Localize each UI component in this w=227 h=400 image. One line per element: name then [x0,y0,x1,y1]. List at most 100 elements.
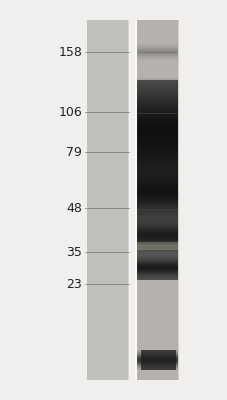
Bar [136,190,177,191]
Bar [136,131,177,133]
Bar [136,270,177,271]
Bar [136,257,177,258]
Bar [136,172,177,174]
Bar [136,126,177,128]
Bar [136,268,177,269]
Bar [136,192,177,193]
Bar [136,243,177,244]
Bar [136,251,177,252]
Bar [136,82,177,84]
Bar [136,240,177,241]
Bar [136,245,177,246]
Bar [136,115,177,117]
Bar [136,92,177,94]
Bar [136,231,177,232]
Bar [136,176,177,177]
Bar [136,222,177,223]
Bar [136,238,177,239]
Bar [136,175,177,177]
Bar [136,193,177,194]
Bar [136,275,177,276]
Bar [136,246,177,247]
Bar [136,108,177,110]
Bar [136,266,177,267]
Bar [136,203,177,204]
Bar [136,261,177,262]
Bar [136,161,177,163]
Bar [136,182,177,183]
Bar [136,173,177,174]
Bar [136,170,177,172]
Bar [136,158,177,159]
Bar [136,220,177,221]
Bar [136,234,177,235]
Bar [136,98,177,99]
Bar [136,188,177,189]
Bar [136,236,177,237]
Bar [136,215,177,216]
Bar [136,85,177,87]
Bar [136,145,177,147]
Bar [136,232,177,233]
Bar [136,244,177,245]
Bar [136,230,177,231]
Bar [136,181,177,182]
Bar [136,205,177,206]
Bar [136,208,177,209]
Bar [136,250,177,251]
Bar [136,194,177,195]
Bar [136,84,177,85]
Bar [136,199,177,200]
Bar [136,184,177,185]
Bar [136,124,177,126]
Bar [136,179,177,180]
Bar [136,239,177,240]
Bar [136,106,177,108]
Bar [136,149,177,150]
Bar [136,167,177,168]
Bar [136,120,177,122]
Bar [136,89,177,90]
Bar [136,201,177,202]
Bar [136,170,177,171]
Bar [136,248,177,249]
Bar [136,224,177,225]
Bar [136,119,177,120]
Bar [136,110,177,112]
Bar [136,177,177,178]
Bar [136,198,177,199]
Bar [136,117,177,119]
Bar [136,221,177,222]
Bar [136,136,177,138]
Bar [136,174,177,175]
Bar [136,177,177,179]
Bar [136,165,177,166]
Bar [136,180,177,182]
Bar [136,168,177,170]
Bar [136,209,177,210]
Bar [136,135,177,136]
Bar [136,279,177,280]
Bar [136,249,177,250]
Bar [136,241,177,242]
Bar [136,277,177,278]
Bar [136,178,177,179]
Bar [136,271,177,272]
Text: 79: 79 [66,146,82,158]
Bar [136,226,177,227]
Bar [136,272,177,273]
Bar [136,140,177,142]
Bar [136,185,177,186]
Bar [136,174,177,175]
Text: 158: 158 [58,46,82,58]
Bar [136,242,177,243]
Bar [136,223,177,224]
Bar [136,204,177,205]
Bar [136,163,177,165]
Bar [136,101,177,103]
Bar [136,228,177,229]
Bar [136,175,177,176]
Bar [136,260,177,261]
Bar [136,187,177,188]
Bar [86,20,127,380]
